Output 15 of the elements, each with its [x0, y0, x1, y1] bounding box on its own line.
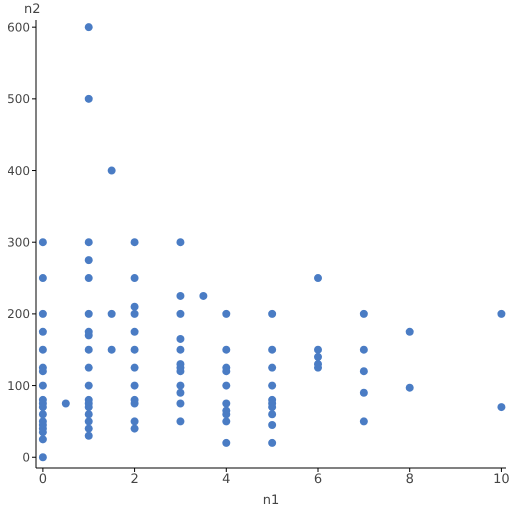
y-tick-label: 300 — [7, 235, 30, 250]
x-axis-title: n1 — [262, 493, 280, 508]
x-tick-label: 4 — [222, 472, 230, 488]
x-tick-label: 2 — [130, 472, 139, 488]
y-tick-label: 200 — [7, 307, 30, 322]
x-tick-label: 0 — [38, 472, 48, 488]
y-axis-title: n2 — [24, 2, 41, 17]
y-tick-label: 100 — [7, 378, 30, 393]
y-tick-label: 600 — [7, 20, 30, 34]
x-tick-label: 6 — [314, 472, 322, 488]
y-tick-label: 0 — [22, 450, 30, 465]
y-tick-label: 400 — [7, 164, 30, 178]
y-tick-label: 500 — [7, 92, 30, 106]
x-tick-label: 10 — [493, 472, 510, 488]
x-tick-label: 8 — [406, 472, 414, 488]
